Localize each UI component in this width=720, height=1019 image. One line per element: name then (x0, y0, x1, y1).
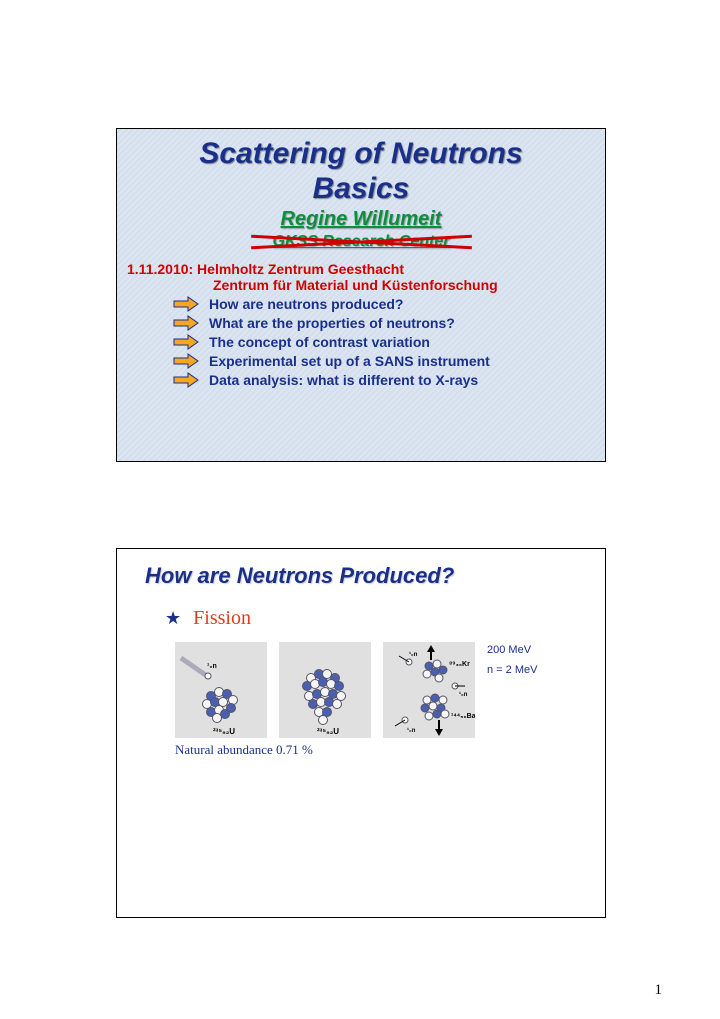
energy-labels: 200 MeV n = 2 MeV (487, 644, 537, 676)
date-line: 1.11.2010: Helmholtz Zentrum Geesthacht … (127, 261, 605, 293)
svg-text:¹⁴⁴₅₆Ba: ¹⁴⁴₅₆Ba (451, 713, 475, 720)
fission-row: ★ Fission (165, 607, 605, 630)
energy-1: 200 MeV (487, 644, 537, 656)
bullet-list: How are neutrons produced? What are the p… (173, 296, 605, 388)
author: Regine Willumeit (117, 208, 605, 231)
abundance: Natural abundance 0.71 % (175, 742, 605, 758)
bullet-row: Experimental set up of a SANS instrument (173, 353, 605, 369)
svg-text:¹₀n: ¹₀n (409, 651, 418, 658)
svg-text:⁸⁹₃₆Kr: ⁸⁹₃₆Kr (449, 661, 470, 668)
fission-diagram-2: ²³⁵₉₂U (279, 642, 371, 738)
svg-text:²³⁵₉₂U: ²³⁵₉₂U (213, 727, 235, 736)
bullet-row: The concept of contrast variation (173, 334, 605, 350)
bullet-row: How are neutrons produced? (173, 296, 605, 312)
slide-1: Scattering of Neutrons Basics Regine Wil… (116, 128, 606, 462)
energy-2: n = 2 MeV (487, 664, 537, 676)
nucleus-svg-3: ⁸⁹₃₆Kr ¹⁴⁴₅₆Ba ¹₀n ¹₀n ¹₀n (383, 642, 475, 738)
slide-2: How are Neutrons Produced? ★ Fission ¹₀n (116, 548, 606, 918)
bullet-row: Data analysis: what is different to X-ra… (173, 372, 605, 388)
arrow-icon (173, 315, 199, 331)
slide2-title: How are Neutrons Produced? (145, 563, 605, 589)
title-line-2: Basics (313, 172, 410, 205)
fission-diagram-3: ⁸⁹₃₆Kr ¹⁴⁴₅₆Ba ¹₀n ¹₀n ¹₀n (383, 642, 475, 738)
date-sub: Zentrum für Material und Küstenforschung (213, 277, 605, 293)
bullet-text: Data analysis: what is different to X-ra… (209, 372, 478, 388)
slide-title: Scattering of Neutrons Basics (117, 137, 605, 206)
fission-diagram-1: ¹₀n ²³⁵₉₂U (175, 642, 267, 738)
svg-text:²³⁵₉₂U: ²³⁵₉₂U (317, 727, 339, 736)
bullet-row: What are the properties of neutrons? (173, 315, 605, 331)
document-page: Scattering of Neutrons Basics Regine Wil… (0, 0, 720, 1019)
bullet-text: What are the properties of neutrons? (209, 315, 455, 331)
center-wrap: GKSS Research Center (259, 231, 464, 253)
arrow-icon (173, 334, 199, 350)
svg-text:¹₀n: ¹₀n (407, 727, 416, 734)
svg-text:¹₀n: ¹₀n (459, 691, 468, 698)
star-bullet-icon: ★ (165, 608, 181, 629)
bullet-text: Experimental set up of a SANS instrument (209, 353, 490, 369)
arrow-icon (173, 353, 199, 369)
bullet-text: How are neutrons produced? (209, 296, 403, 312)
fission-label: Fission (193, 607, 251, 630)
bullet-text: The concept of contrast variation (209, 334, 430, 350)
nucleus-svg-2: ²³⁵₉₂U (279, 642, 371, 738)
arrow-icon (173, 372, 199, 388)
diagram-row: ¹₀n ²³⁵₉₂U ²³⁵₉₂U (175, 642, 605, 738)
nucleus-svg-1: ¹₀n ²³⁵₉₂U (175, 642, 267, 738)
title-line-1: Scattering of Neutrons (199, 137, 522, 170)
arrow-icon (173, 296, 199, 312)
page-number: 1 (655, 982, 663, 999)
svg-text:¹₀n: ¹₀n (207, 663, 217, 670)
date-main: 1.11.2010: Helmholtz Zentrum Geesthacht (127, 261, 404, 277)
